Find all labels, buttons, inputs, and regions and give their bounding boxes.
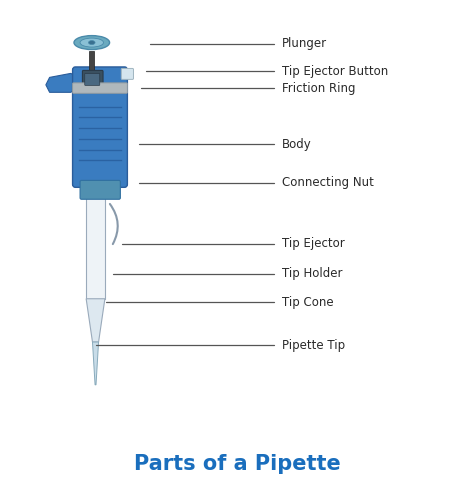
Polygon shape <box>92 342 99 385</box>
Ellipse shape <box>89 41 95 45</box>
Text: Friction Ring: Friction Ring <box>282 82 355 95</box>
Text: Tip Holder: Tip Holder <box>282 268 342 280</box>
Bar <box>90 50 94 74</box>
Text: Body: Body <box>282 137 311 150</box>
Text: Parts of a Pipette: Parts of a Pipette <box>134 454 340 474</box>
Text: Tip Cone: Tip Cone <box>282 296 333 309</box>
Text: Plunger: Plunger <box>282 37 327 50</box>
Text: Tip Ejector Button: Tip Ejector Button <box>282 65 388 78</box>
FancyBboxPatch shape <box>73 83 128 94</box>
Polygon shape <box>86 299 105 342</box>
Text: Pipette Tip: Pipette Tip <box>282 339 345 352</box>
Text: Tip Ejector: Tip Ejector <box>282 237 344 250</box>
FancyBboxPatch shape <box>80 181 120 199</box>
Text: Connecting Nut: Connecting Nut <box>282 177 374 189</box>
Ellipse shape <box>74 36 109 49</box>
Bar <box>86 198 105 299</box>
FancyBboxPatch shape <box>82 70 103 88</box>
FancyBboxPatch shape <box>85 73 100 86</box>
FancyBboxPatch shape <box>121 68 134 79</box>
Polygon shape <box>46 73 80 93</box>
FancyBboxPatch shape <box>73 67 128 187</box>
Ellipse shape <box>80 38 103 47</box>
